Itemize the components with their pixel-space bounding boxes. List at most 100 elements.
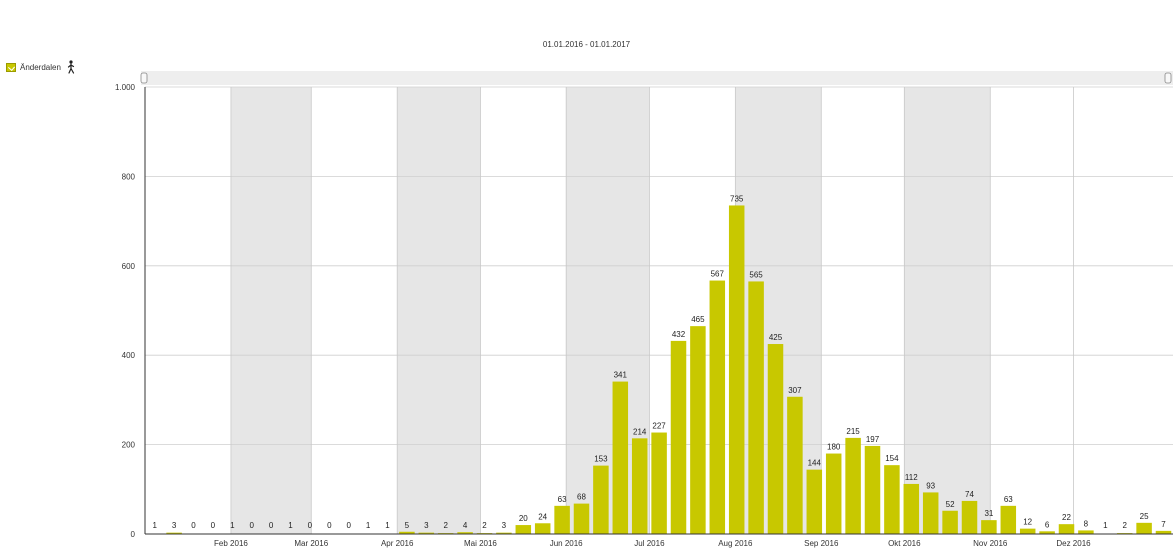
data-label: 2 bbox=[1122, 521, 1127, 530]
bar[interactable] bbox=[631, 438, 648, 534]
data-label: 1 bbox=[288, 521, 293, 530]
y-tick-label: 800 bbox=[122, 172, 136, 181]
bar[interactable] bbox=[418, 532, 435, 534]
bar[interactable] bbox=[981, 520, 997, 534]
bar[interactable] bbox=[651, 432, 667, 534]
data-label: 0 bbox=[346, 521, 351, 530]
data-label: 154 bbox=[885, 454, 899, 463]
bar[interactable] bbox=[1039, 531, 1055, 534]
legend-checkbox[interactable] bbox=[6, 62, 16, 72]
x-tick-label: Jun 2016 bbox=[550, 539, 583, 548]
bar[interactable] bbox=[515, 525, 532, 534]
data-label: 52 bbox=[946, 500, 955, 509]
bar[interactable] bbox=[612, 381, 629, 534]
data-label: 307 bbox=[788, 386, 802, 395]
bar[interactable] bbox=[884, 465, 900, 534]
data-label: 227 bbox=[652, 422, 666, 431]
pedestrian-icon bbox=[67, 60, 75, 74]
navigator-handle-right[interactable] bbox=[1164, 72, 1172, 84]
bar[interactable] bbox=[457, 532, 473, 534]
data-label: 432 bbox=[672, 330, 686, 339]
bar[interactable] bbox=[1078, 530, 1094, 534]
bar[interactable] bbox=[961, 500, 978, 534]
y-tick-label: 400 bbox=[122, 351, 136, 360]
month-band bbox=[230, 87, 312, 534]
navigator-strip[interactable] bbox=[141, 71, 1173, 85]
data-label: 197 bbox=[866, 435, 880, 444]
data-label: 1 bbox=[385, 521, 390, 530]
bar[interactable] bbox=[1058, 524, 1075, 534]
data-label: 3 bbox=[172, 521, 177, 530]
data-label: 68 bbox=[577, 493, 586, 502]
bar[interactable] bbox=[593, 465, 609, 534]
bar[interactable] bbox=[670, 340, 687, 534]
bar[interactable] bbox=[767, 344, 784, 534]
navigator-handle-left[interactable] bbox=[140, 72, 148, 84]
bar[interactable] bbox=[1155, 530, 1172, 534]
x-tick-label: Mar 2016 bbox=[294, 539, 328, 548]
bar[interactable] bbox=[496, 532, 512, 534]
bar[interactable] bbox=[903, 483, 920, 534]
data-label: 0 bbox=[211, 521, 216, 530]
data-label: 1 bbox=[230, 521, 235, 530]
data-label: 31 bbox=[984, 509, 993, 518]
data-label: 1 bbox=[152, 521, 157, 530]
bar[interactable] bbox=[690, 326, 706, 534]
data-label: 3 bbox=[424, 521, 429, 530]
data-label: 1 bbox=[366, 521, 371, 530]
data-label: 735 bbox=[730, 194, 744, 203]
data-label: 112 bbox=[905, 473, 918, 482]
bar[interactable] bbox=[399, 531, 415, 534]
month-band bbox=[904, 87, 991, 534]
x-tick-label: Sep 2016 bbox=[804, 539, 839, 548]
month-band bbox=[397, 87, 481, 534]
bar[interactable] bbox=[534, 523, 551, 534]
bar[interactable] bbox=[806, 469, 823, 534]
x-tick-label: Nov 2016 bbox=[973, 539, 1008, 548]
data-label: 63 bbox=[1004, 495, 1013, 504]
data-label: 0 bbox=[191, 521, 196, 530]
bar[interactable] bbox=[787, 396, 803, 534]
data-label: 24 bbox=[538, 512, 547, 521]
bar[interactable] bbox=[748, 281, 764, 534]
bar[interactable] bbox=[864, 445, 881, 534]
bar[interactable] bbox=[922, 492, 939, 534]
data-label: 341 bbox=[614, 371, 628, 380]
legend[interactable]: Änderdalen bbox=[6, 60, 77, 74]
bar[interactable] bbox=[825, 453, 842, 534]
data-label: 74 bbox=[965, 490, 974, 499]
bar[interactable] bbox=[709, 280, 726, 534]
data-label: 214 bbox=[633, 427, 647, 436]
data-label: 63 bbox=[558, 495, 567, 504]
bar[interactable] bbox=[166, 532, 182, 534]
data-label: 1 bbox=[1103, 521, 1108, 530]
data-label: 565 bbox=[749, 270, 763, 279]
bar[interactable] bbox=[845, 437, 861, 534]
bar[interactable] bbox=[728, 205, 745, 534]
data-label: 8 bbox=[1084, 519, 1089, 528]
data-label: 144 bbox=[808, 459, 822, 468]
bar[interactable] bbox=[942, 510, 958, 534]
data-label: 25 bbox=[1140, 512, 1149, 521]
x-tick-label: Feb 2016 bbox=[214, 539, 248, 548]
bar[interactable] bbox=[1000, 505, 1017, 534]
data-label: 3 bbox=[502, 521, 507, 530]
data-label: 6 bbox=[1045, 520, 1050, 529]
x-tick-label: Apr 2016 bbox=[381, 539, 414, 548]
y-tick-label: 600 bbox=[122, 262, 136, 271]
data-label: 5 bbox=[405, 521, 410, 530]
bar[interactable] bbox=[1136, 522, 1152, 534]
data-label: 12 bbox=[1023, 518, 1032, 527]
data-label: 0 bbox=[308, 521, 313, 530]
bar[interactable] bbox=[573, 503, 590, 534]
bar[interactable] bbox=[554, 505, 570, 534]
data-label: 215 bbox=[846, 427, 860, 436]
data-label: 7 bbox=[1161, 520, 1166, 529]
data-label: 2 bbox=[482, 521, 487, 530]
data-label: 465 bbox=[691, 315, 705, 324]
y-tick-label: 0 bbox=[131, 530, 136, 539]
bar[interactable] bbox=[1019, 528, 1036, 534]
data-label: 20 bbox=[519, 514, 528, 523]
